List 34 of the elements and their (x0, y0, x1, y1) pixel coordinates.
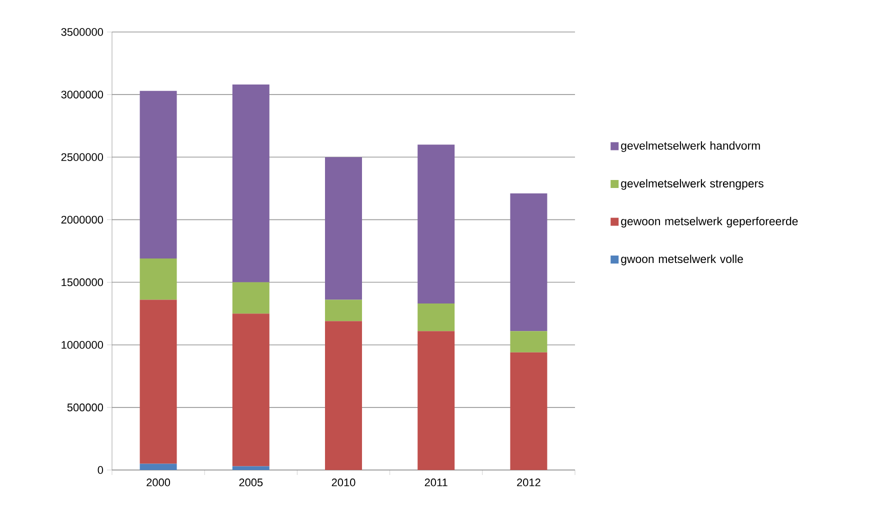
bar (140, 258, 177, 300)
legend-label: gewoon metselwerk geperforeerde (621, 216, 798, 228)
bar (232, 84, 270, 282)
bar (510, 193, 548, 332)
bar (232, 466, 270, 470)
y-tick-label: 1500000 (62, 278, 104, 286)
bar (418, 331, 455, 470)
y-tick-label: 1000000 (62, 340, 104, 349)
x-tick-label: 2005 (239, 478, 263, 486)
bar (325, 300, 362, 322)
bar (232, 282, 270, 314)
bar (232, 314, 270, 466)
legend-label: gevelmetselwerk strengpers (621, 179, 764, 190)
y-tick-label: 500000 (67, 404, 104, 412)
bar (140, 90, 177, 259)
bar (418, 304, 455, 332)
y-tick-label: 0 (98, 466, 104, 474)
bar (325, 157, 362, 300)
x-tick-label: 2012 (517, 478, 540, 486)
y-tick-label: 2500000 (61, 153, 104, 162)
legend-label: gevelmetselwerk handvorm (621, 141, 760, 152)
bar (418, 144, 455, 304)
bar (510, 331, 548, 352)
x-tick-label: 2000 (146, 478, 170, 486)
y-tick-label: 3000000 (61, 90, 104, 98)
bar (140, 464, 177, 470)
bar (510, 352, 548, 470)
x-tick-label: 2010 (332, 478, 356, 486)
bar (325, 321, 362, 470)
y-tick-label: 2000000 (61, 216, 104, 224)
legend-label: gwoon metselwerk volle (621, 254, 743, 266)
y-tick-label: 3500000 (61, 28, 104, 36)
x-tick-label: 2011 (424, 478, 448, 486)
bar (140, 300, 177, 464)
